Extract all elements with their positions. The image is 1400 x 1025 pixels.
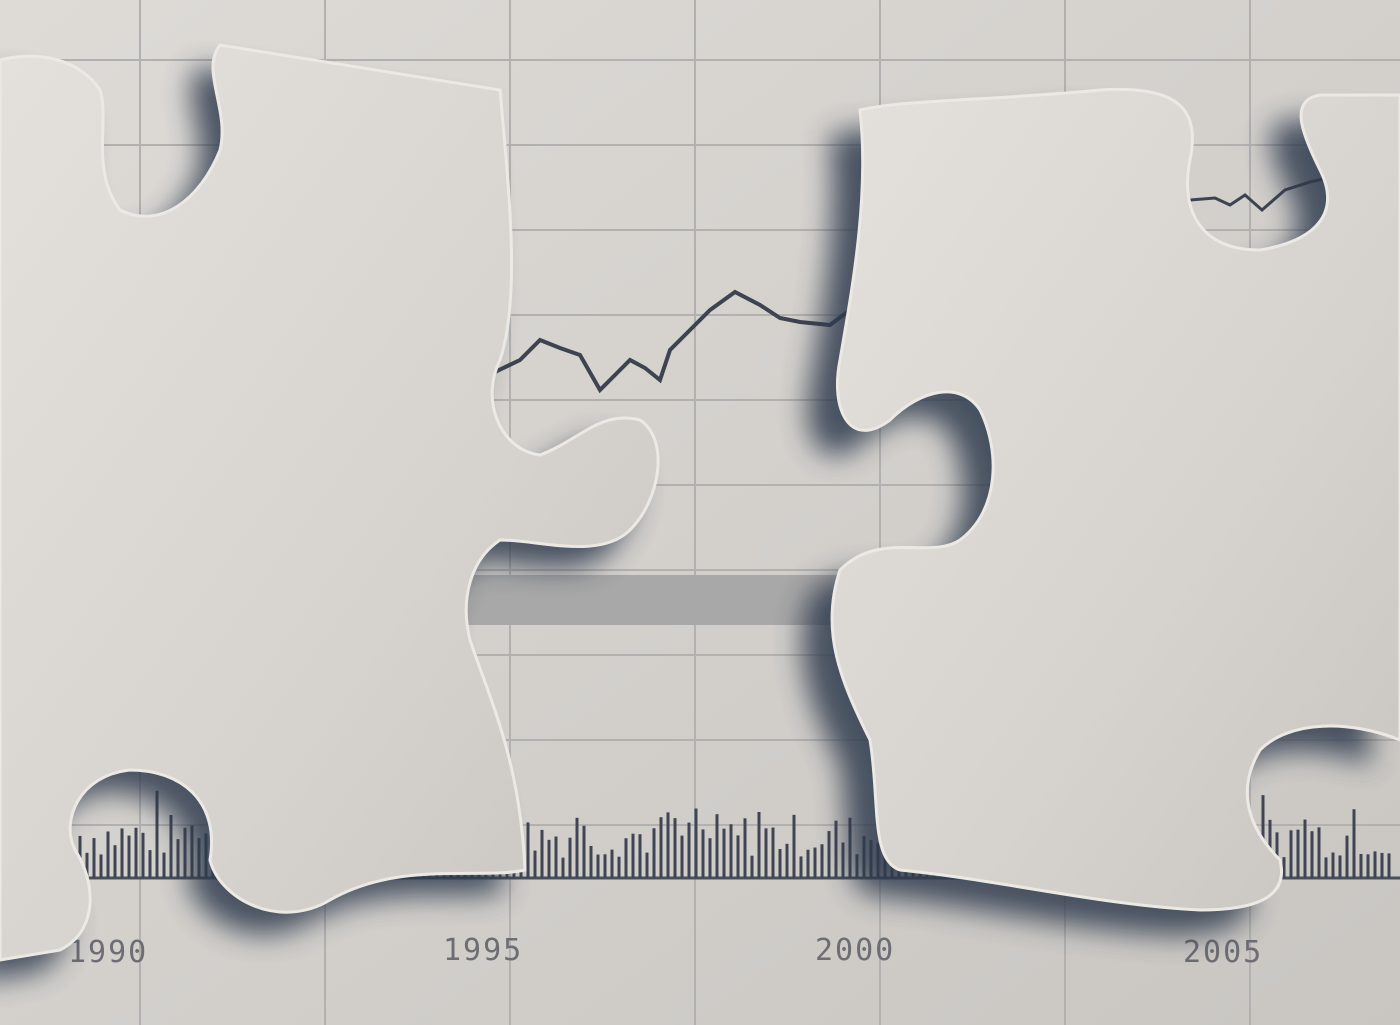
puzzle-piece-left bbox=[0, 43, 660, 962]
year-label: 1990 bbox=[68, 935, 148, 970]
year-labels: 1990 1995 2000 2005 bbox=[68, 933, 1263, 970]
year-label: 2005 bbox=[1183, 935, 1263, 970]
price-line bbox=[494, 288, 882, 394]
gray-band bbox=[460, 575, 860, 625]
year-label: 1995 bbox=[443, 933, 523, 968]
puzzle-piece-right bbox=[830, 87, 1400, 912]
year-label: 2000 bbox=[815, 933, 895, 968]
